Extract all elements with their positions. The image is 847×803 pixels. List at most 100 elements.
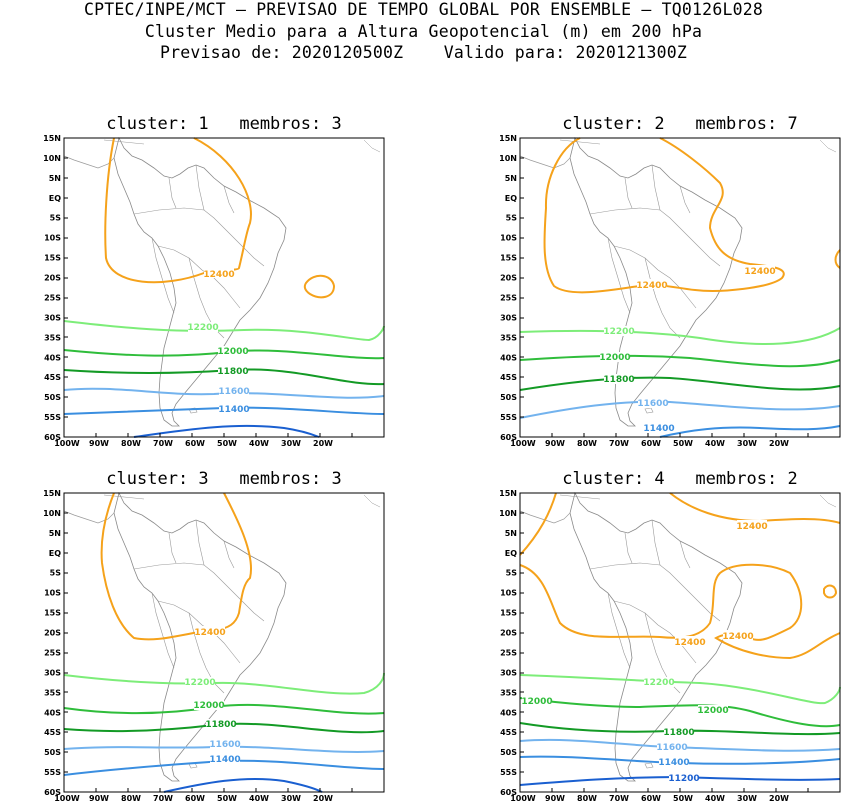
panel-1-lon-tick-label: 100W	[54, 439, 80, 448]
panel-1-label-11400: 11400	[218, 405, 249, 415]
panel-2-contour-11800	[519, 376, 841, 391]
panel-4-label-11200: 11200	[668, 774, 699, 784]
panel-3-lat-tick-label: 10S	[44, 589, 61, 598]
panel-2-label-12400-a: 12400	[744, 267, 775, 277]
panel-4-label-12000-b: 12000	[697, 706, 728, 716]
panel-4-lon-tick-label: 80W	[577, 794, 597, 803]
panel-3-lat-tick-label: EQ	[49, 549, 61, 558]
panel-1-lat-tick-label: EQ	[49, 194, 61, 203]
panel-4-lat-tick-label: 60S	[500, 788, 517, 797]
panel-3-lon-tick-label: 60W	[185, 794, 205, 803]
panel-4-lat-tick-label: 10S	[500, 589, 517, 598]
panel-1-lat-tick-label: 25S	[44, 293, 61, 302]
panel-4-title: cluster: 4 membros: 2	[562, 469, 798, 489]
panel-1-lat-tick-label: 5S	[50, 214, 62, 223]
panel-2-lon-tick-label: 100W	[510, 439, 536, 448]
panel-4-lat-tick-label: 10N	[499, 509, 517, 518]
panel-2-lat-tick-label: 40S	[500, 353, 517, 362]
panel-1-lon-tick-label: 50W	[217, 439, 237, 448]
panel-2-lat-tick-label: 35S	[500, 333, 517, 342]
panel-1-contour-11600	[63, 387, 385, 399]
panel-4-label-12400-b: 12400	[674, 638, 705, 648]
panel-1-lon-tick-label: 30W	[281, 439, 301, 448]
panel-4-lat-tick-label: 20S	[500, 629, 517, 638]
panel-3-label-11800: 11800	[205, 720, 236, 730]
panel-4-contour-12400-main	[519, 563, 841, 660]
panel-2-lat-tick-label: 10N	[499, 154, 517, 163]
panel-4-label-11600: 11600	[656, 743, 687, 753]
panel-4-lat-tick-label: 35S	[500, 688, 517, 697]
panel-2-lat-tick-label: 60S	[500, 433, 517, 442]
panel-2-lon-tick-label: 30W	[737, 439, 757, 448]
panel-2-lat-tick-label: 50S	[500, 393, 517, 402]
panel-4-lat-tick-label: 50S	[500, 748, 517, 757]
panel-1-contour-12200	[63, 320, 385, 342]
panel-4-contour-12000	[519, 697, 841, 728]
panel-3-contour-11200	[163, 777, 323, 793]
panel-3-map: 12400 12200 12000 11800 11600 11400	[63, 492, 385, 793]
panel-4-label-11400: 11400	[658, 758, 689, 768]
panel-4-label-12400-a: 12400	[736, 522, 767, 532]
panel-3-label-12000: 12000	[193, 701, 224, 711]
panel-1-lat-tick-label: 40S	[44, 353, 61, 362]
panel-1-contour-12400-island	[303, 274, 336, 299]
panel-4-lon-tick-label: 60W	[641, 794, 661, 803]
panel-2-label-12400-b: 12400	[636, 281, 667, 291]
panel-2-lat-tick-label: 45S	[500, 373, 517, 382]
panel-1-lat-tick-label: 60S	[44, 433, 61, 442]
panel-3-lat-tick-label: 5N	[49, 529, 61, 538]
panel-4-map: 12400 12400 12400 12200 12000 12000 1180…	[519, 492, 841, 793]
panel-1-lon-tick-label: 40W	[249, 439, 269, 448]
panel-1-map: 12400 12200 12000 11800 11600 11400	[63, 137, 385, 438]
panel-2-label-11800: 11800	[603, 375, 634, 385]
panel-2-label-12000: 12000	[599, 353, 630, 363]
panel-2-lat-tick-label: 30S	[500, 313, 517, 322]
panel-2-lon-tick-label: 40W	[705, 439, 725, 448]
panel-1-lon-tick-label: 60W	[185, 439, 205, 448]
panel-4-contour-12400-north	[669, 492, 841, 524]
panel-2-label-11400: 11400	[643, 424, 674, 434]
panel-4-contour-12400-island	[823, 584, 838, 599]
panel-2-lon-tick-label: 70W	[609, 439, 629, 448]
panel-2-lat-tick-label: 5S	[506, 214, 518, 223]
panel-2-contour-12200	[519, 327, 841, 345]
panel-3-lon-tick-label: 100W	[54, 794, 80, 803]
header-line-3: Previsao de: 2020120500Z Valido para: 20…	[160, 43, 687, 62]
panel-4-label-11800: 11800	[663, 728, 694, 738]
panel-3-label-11400: 11400	[209, 755, 240, 765]
panel-3-lon-tick-label: 50W	[217, 794, 237, 803]
panel-1-lat-tick-label: 35S	[44, 333, 61, 342]
panel-4-lat-tick-label: 5S	[506, 569, 518, 578]
panel-4-lat-tick-label: 45S	[500, 728, 517, 737]
panel-1-lat-tick-label: 45S	[44, 373, 61, 382]
panel-1-lat-tick-label: 10S	[44, 234, 61, 243]
panel-2-lon-tick-label: 50W	[673, 439, 693, 448]
panel-4-lon-tick-label: 20W	[769, 794, 789, 803]
panel-1-lat-tick-label: 30S	[44, 313, 61, 322]
panel-1-lat-tick-label: 10N	[43, 154, 61, 163]
panel-1-lat-tick-label: 50S	[44, 393, 61, 402]
panel-1-lat-tick-label: 15N	[43, 134, 61, 143]
panel-1-lon-tick-label: 80W	[121, 439, 141, 448]
panel-4-lon-tick-label: 100W	[510, 794, 536, 803]
panel-4-label-12400-c: 12400	[722, 632, 753, 642]
panel-3-lon-tick-label: 30W	[281, 794, 301, 803]
panel-4-lat-tick-label: 55S	[500, 768, 517, 777]
panel-1-lat-tick-label: 5N	[49, 174, 61, 183]
panel-1-lat-tick-label: 15S	[44, 254, 61, 263]
panel-4-lat-tick-label: 30S	[500, 668, 517, 677]
panel-2-lat-tick-label: 55S	[500, 413, 517, 422]
panel-4-label-12000-a: 12000	[521, 697, 552, 707]
panel-1-label-12200: 12200	[187, 323, 218, 333]
panel-2-lat-tick-label: 20S	[500, 274, 517, 283]
panel-3-label-12400: 12400	[194, 628, 225, 638]
panel-3-lat-tick-label: 5S	[50, 569, 62, 578]
panel-3-lat-tick-label: 15S	[44, 609, 61, 618]
panel-1-lat-tick-label: 55S	[44, 413, 61, 422]
panel-2-lat-tick-label: 15S	[500, 254, 517, 263]
panel-1-label-11800: 11800	[217, 367, 248, 377]
header-line-2: Cluster Medio para a Altura Geopotencial…	[144, 22, 703, 41]
panel-1-contour-12400	[104, 137, 252, 284]
panel-4-lon-tick-label: 70W	[609, 794, 629, 803]
